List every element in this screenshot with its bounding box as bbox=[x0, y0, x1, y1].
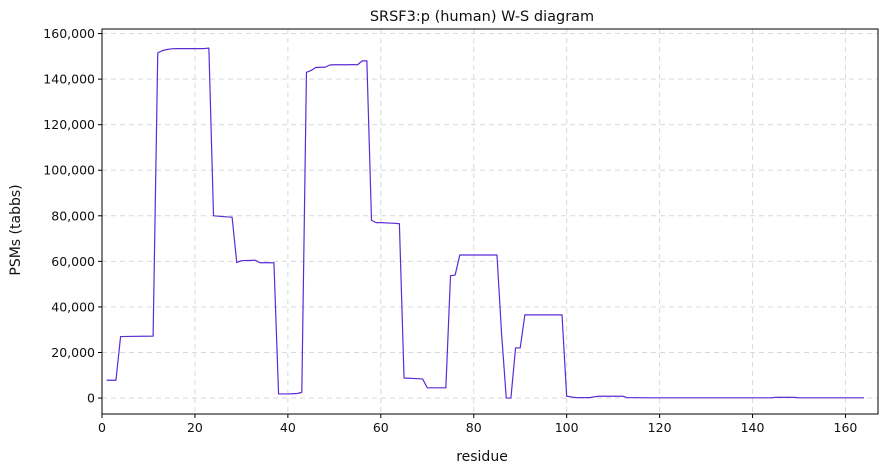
y-tick-label: 120,000 bbox=[43, 117, 95, 132]
y-tick-label: 20,000 bbox=[51, 345, 95, 360]
y-tick-label: 160,000 bbox=[43, 26, 95, 41]
x-tick-label: 80 bbox=[466, 420, 482, 435]
axis-ticks: 0 20 40 60 80 100 120 140 160 0 20,000 40,000 60,000… bbox=[43, 26, 857, 435]
y-tick-label: 80,000 bbox=[51, 208, 95, 223]
x-tick-label: 120 bbox=[648, 420, 672, 435]
y-tick-label: 0 bbox=[87, 391, 95, 406]
plot-area bbox=[106, 47, 865, 399]
y-axis-title: PSMs (tabbs) bbox=[8, 184, 24, 275]
x-tick-label: 160 bbox=[834, 420, 858, 435]
x-tick-label: 40 bbox=[280, 420, 296, 435]
x-tick-label: 100 bbox=[555, 420, 579, 435]
x-tick-label: 60 bbox=[373, 420, 389, 435]
x-tick-label: 0 bbox=[98, 420, 106, 435]
x-axis-title: residue bbox=[456, 449, 508, 465]
series-line bbox=[106, 47, 865, 399]
grid bbox=[101, 29, 878, 414]
x-tick-label: 20 bbox=[187, 420, 203, 435]
y-tick-label: 140,000 bbox=[43, 72, 95, 87]
plot-frame bbox=[101, 28, 879, 415]
y-tick-label: 60,000 bbox=[51, 254, 95, 269]
y-tick-label: 100,000 bbox=[43, 163, 95, 178]
y-tick-label: 40,000 bbox=[51, 299, 95, 314]
x-tick-label: 140 bbox=[741, 420, 765, 435]
chart-title: SRSF3:p (human) W-S diagram bbox=[370, 9, 594, 25]
